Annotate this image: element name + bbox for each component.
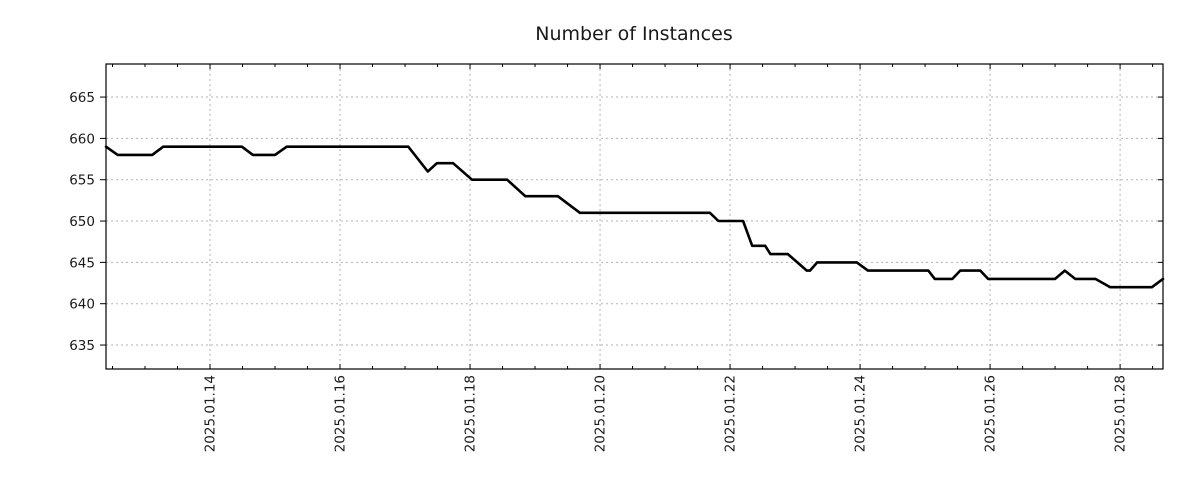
y-tick-label: 635 [69, 338, 95, 354]
y-tick-label: 650 [69, 214, 95, 230]
chart-title: Number of Instances [535, 23, 732, 45]
y-tick-label: 660 [69, 131, 95, 147]
y-tick-label: 655 [69, 173, 95, 189]
y-tick-label: 645 [69, 255, 95, 271]
x-tick-label: 2025.01.18 [463, 375, 479, 452]
x-tick-label: 2025.01.28 [1113, 375, 1129, 452]
x-tick-label: 2025.01.14 [203, 375, 219, 452]
x-tick-label: 2025.01.26 [983, 375, 999, 452]
plot-frame [105, 63, 1164, 370]
y-tick-label: 640 [69, 297, 95, 313]
y-tick-label: 665 [69, 90, 95, 106]
x-tick-label: 2025.01.24 [853, 375, 869, 452]
x-tick-label: 2025.01.16 [333, 375, 349, 452]
x-tick-label: 2025.01.22 [723, 375, 739, 452]
x-tick-label: 2025.01.20 [593, 375, 609, 452]
data-line [104, 145, 1165, 289]
